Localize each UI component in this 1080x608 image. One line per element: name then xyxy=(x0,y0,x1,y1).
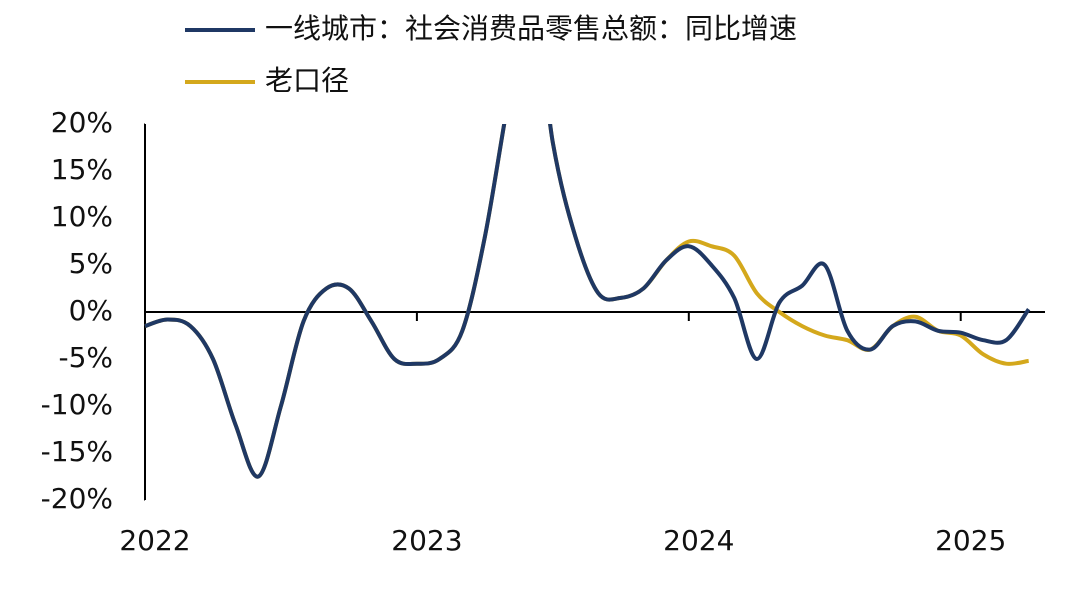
y-tick-label: -5% xyxy=(58,341,113,374)
x-tick-label: 2023 xyxy=(391,524,462,557)
legend-label: 一线城市：社会消费品零售总额：同比增速 xyxy=(265,12,797,45)
y-tick-label: 20% xyxy=(51,106,113,139)
y-tick-label: 0% xyxy=(69,294,113,327)
y-tick-label: -15% xyxy=(41,435,113,468)
series-line xyxy=(144,124,1031,479)
legend-label: 老口径 xyxy=(265,64,349,97)
y-tick-label: 10% xyxy=(51,200,113,233)
x-tick-label: 2024 xyxy=(663,524,734,557)
y-tick-label: 15% xyxy=(51,153,113,186)
x-tick-label: 2022 xyxy=(119,524,190,557)
y-tick-label: 5% xyxy=(69,247,113,280)
y-tick-label: -20% xyxy=(41,482,113,515)
x-tick-label: 2025 xyxy=(935,524,1006,557)
y-tick-label: -10% xyxy=(41,388,113,421)
